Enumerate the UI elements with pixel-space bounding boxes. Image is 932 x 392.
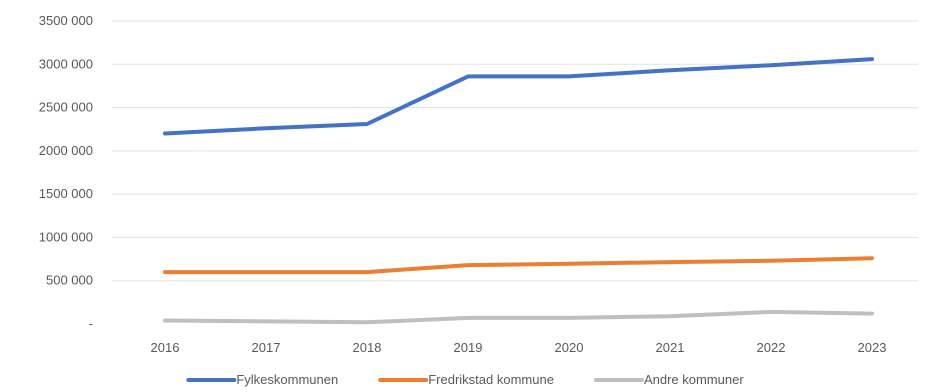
y-tick-label: 3500 000 <box>39 13 93 28</box>
x-tick-label: 2016 <box>151 340 180 355</box>
y-tick-label: 3000 000 <box>39 56 93 71</box>
series-line-1 <box>163 57 874 136</box>
x-tick-label: 2020 <box>555 340 584 355</box>
legend: Fylkeskommunen Fredrikstad kommune Andre k… <box>186 372 744 387</box>
legend-label-3: Andre kommuner <box>644 372 744 387</box>
y-tick-label: 500 000 <box>46 273 93 288</box>
x-tick-label: 2017 <box>252 340 281 355</box>
series-lines <box>163 57 874 325</box>
y-tick-label: 2000 000 <box>39 143 93 158</box>
x-axis-tick-labels: 2016 2017 2018 2019 2020 2021 2022 2023 <box>151 340 887 355</box>
x-tick-label: 2018 <box>353 340 382 355</box>
y-tick-label: 2500 000 <box>39 100 93 115</box>
x-tick-label: 2023 <box>858 340 887 355</box>
x-tick-label: 2022 <box>757 340 786 355</box>
x-tick-label: 2021 <box>656 340 685 355</box>
y-tick-label: 1000 000 <box>39 229 93 244</box>
y-tick-label: 1500 000 <box>39 186 93 201</box>
x-tick-label: 2019 <box>454 340 483 355</box>
legend-label-1: Fylkeskommunen <box>236 372 338 387</box>
series-line-2 <box>163 256 874 275</box>
legend-label-2: Fredrikstad kommune <box>428 372 554 387</box>
y-tick-label: - <box>89 316 93 331</box>
y-axis-tick-labels: - 500 000 1000 000 1500 000 2000 000 2500 000… <box>39 13 93 331</box>
gridlines <box>112 20 918 282</box>
series-line-3 <box>163 309 874 325</box>
